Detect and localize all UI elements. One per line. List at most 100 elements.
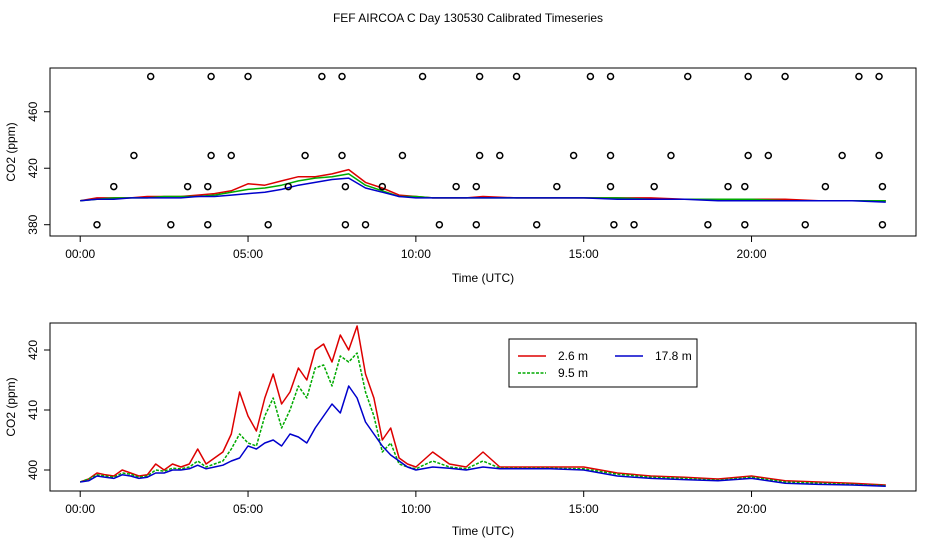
top-calibration-point <box>204 220 212 229</box>
top-calibration-point <box>301 151 309 160</box>
top-calibration-point <box>878 220 887 229</box>
top-calibration-point <box>338 151 346 160</box>
bottom-y-tick-label: 410 <box>26 400 40 420</box>
bottom-y-axis: 400 410 420 <box>26 340 50 480</box>
top-calibration-point <box>472 182 481 191</box>
bottom-x-tick-label: 10:00 <box>401 502 431 516</box>
top-plot-marks <box>80 72 887 229</box>
top-calibration-point <box>606 72 615 81</box>
legend-items: 2.6 m 9.5 m 17.8 m <box>518 349 692 380</box>
bottom-y-tick-label: 420 <box>26 340 40 360</box>
top-calibration-point <box>744 151 752 160</box>
top-calibration-point <box>207 72 215 81</box>
top-calibration-point <box>435 220 444 229</box>
top-calibration-point <box>418 72 427 81</box>
bottom-plot-frame <box>49 322 917 492</box>
bottom-panel: 00:00 05:00 10:00 15:00 20:00 400 410 420 Time… <box>4 322 917 538</box>
top-calibration-point <box>801 220 809 229</box>
top-calibration-point <box>496 151 504 160</box>
bottom-x-tick-label: 00:00 <box>65 502 95 516</box>
top-calibration-point <box>110 182 118 191</box>
top-calibration-point <box>650 182 658 191</box>
top-calibration-point <box>227 151 236 160</box>
top-panel: 00:00 05:00 10:00 15:00 20:00 380 420 460 Time… <box>4 67 917 285</box>
top-x-tick-label: 15:00 <box>569 247 599 261</box>
top-calibration-point <box>586 72 595 81</box>
top-calibration-point <box>183 182 192 191</box>
top-calibration-point <box>741 182 749 191</box>
top-calibration-point <box>338 72 346 81</box>
bottom-x-tick-label: 15:00 <box>569 502 599 516</box>
top-calibration-point <box>553 182 561 191</box>
top-calibration-point <box>475 151 484 160</box>
bottom-series-2-6-m <box>79 325 886 486</box>
top-y-tick-label: 420 <box>26 158 40 178</box>
top-calibration-point <box>475 72 484 81</box>
top-calibration-point <box>764 151 773 160</box>
top-calibration-point <box>875 72 883 81</box>
top-calibration-point <box>341 220 350 229</box>
top-plot-frame <box>49 67 917 237</box>
top-calibration-point <box>630 220 638 229</box>
bottom-x-axis: 00:00 05:00 10:00 15:00 20:00 <box>65 491 767 516</box>
top-calibration-point <box>821 182 830 191</box>
top-calibration-point <box>284 182 293 191</box>
bottom-x-axis-label: Time (UTC) <box>452 524 514 538</box>
top-x-tick-label: 05:00 <box>233 247 263 261</box>
legend-label-9-5-m: 9.5 m <box>558 366 588 380</box>
top-calibration-point <box>744 72 752 81</box>
top-calibration-point <box>361 220 370 229</box>
top-calibration-point <box>532 220 541 229</box>
bottom-series-9-5-m <box>79 352 886 487</box>
top-calibration-point <box>512 72 521 81</box>
top-y-axis: 380 420 460 <box>26 101 50 235</box>
bottom-y-axis-label: CO2 (ppm) <box>4 377 18 436</box>
top-calibration-point <box>684 72 692 81</box>
top-calibration-point <box>704 220 712 229</box>
top-calibration-point <box>741 220 749 229</box>
top-calibration-point <box>378 182 387 191</box>
top-x-axis: 00:00 05:00 10:00 15:00 20:00 <box>65 236 767 261</box>
top-series-17-8-m <box>80 177 886 203</box>
chart-title: FEF AIRCOA C Day 130530 Calibrated Times… <box>333 11 603 25</box>
legend-label-2-6-m: 2.6 m <box>558 349 588 363</box>
top-calibration-point <box>606 151 615 160</box>
top-calibration-point <box>264 220 272 229</box>
top-x-tick-label: 00:00 <box>65 247 95 261</box>
top-calibration-point <box>207 151 215 160</box>
bottom-x-tick-label: 20:00 <box>737 502 767 516</box>
top-y-axis-label: CO2 (ppm) <box>4 122 18 181</box>
top-calibration-point <box>781 72 789 81</box>
bottom-x-tick-label: 05:00 <box>233 502 263 516</box>
top-x-tick-label: 10:00 <box>401 247 431 261</box>
top-calibration-point <box>130 151 138 160</box>
legend-label-17-8-m: 17.8 m <box>655 349 692 363</box>
top-calibration-point <box>341 182 350 191</box>
top-calibration-point <box>610 220 618 229</box>
top-calibration-point <box>244 72 252 81</box>
top-calibration-point <box>167 220 175 229</box>
top-calibration-point <box>204 182 212 191</box>
top-y-tick-label: 380 <box>26 214 40 234</box>
legend: 2.6 m 9.5 m 17.8 m <box>508 338 698 388</box>
legend-box <box>508 338 698 388</box>
top-calibration-point <box>93 220 101 229</box>
top-calibration-point <box>569 151 578 160</box>
top-calibration-point <box>878 182 887 191</box>
top-x-axis-label: Time (UTC) <box>452 271 514 285</box>
top-calibration-point <box>318 72 326 81</box>
top-calibration-point <box>855 72 863 81</box>
top-calibration-point <box>875 151 883 160</box>
top-y-tick-label: 460 <box>26 101 40 121</box>
top-calibration-point <box>667 151 675 160</box>
top-calibration-point <box>146 72 155 81</box>
bottom-plot-marks <box>79 325 886 487</box>
top-calibration-point <box>398 151 407 160</box>
top-calibration-point <box>472 220 481 229</box>
top-calibration-point <box>724 182 732 191</box>
bottom-series-17-8-m <box>80 385 886 487</box>
top-x-tick-label: 20:00 <box>737 247 767 261</box>
bottom-y-tick-label: 400 <box>26 460 40 480</box>
top-calibration-point <box>452 182 460 191</box>
